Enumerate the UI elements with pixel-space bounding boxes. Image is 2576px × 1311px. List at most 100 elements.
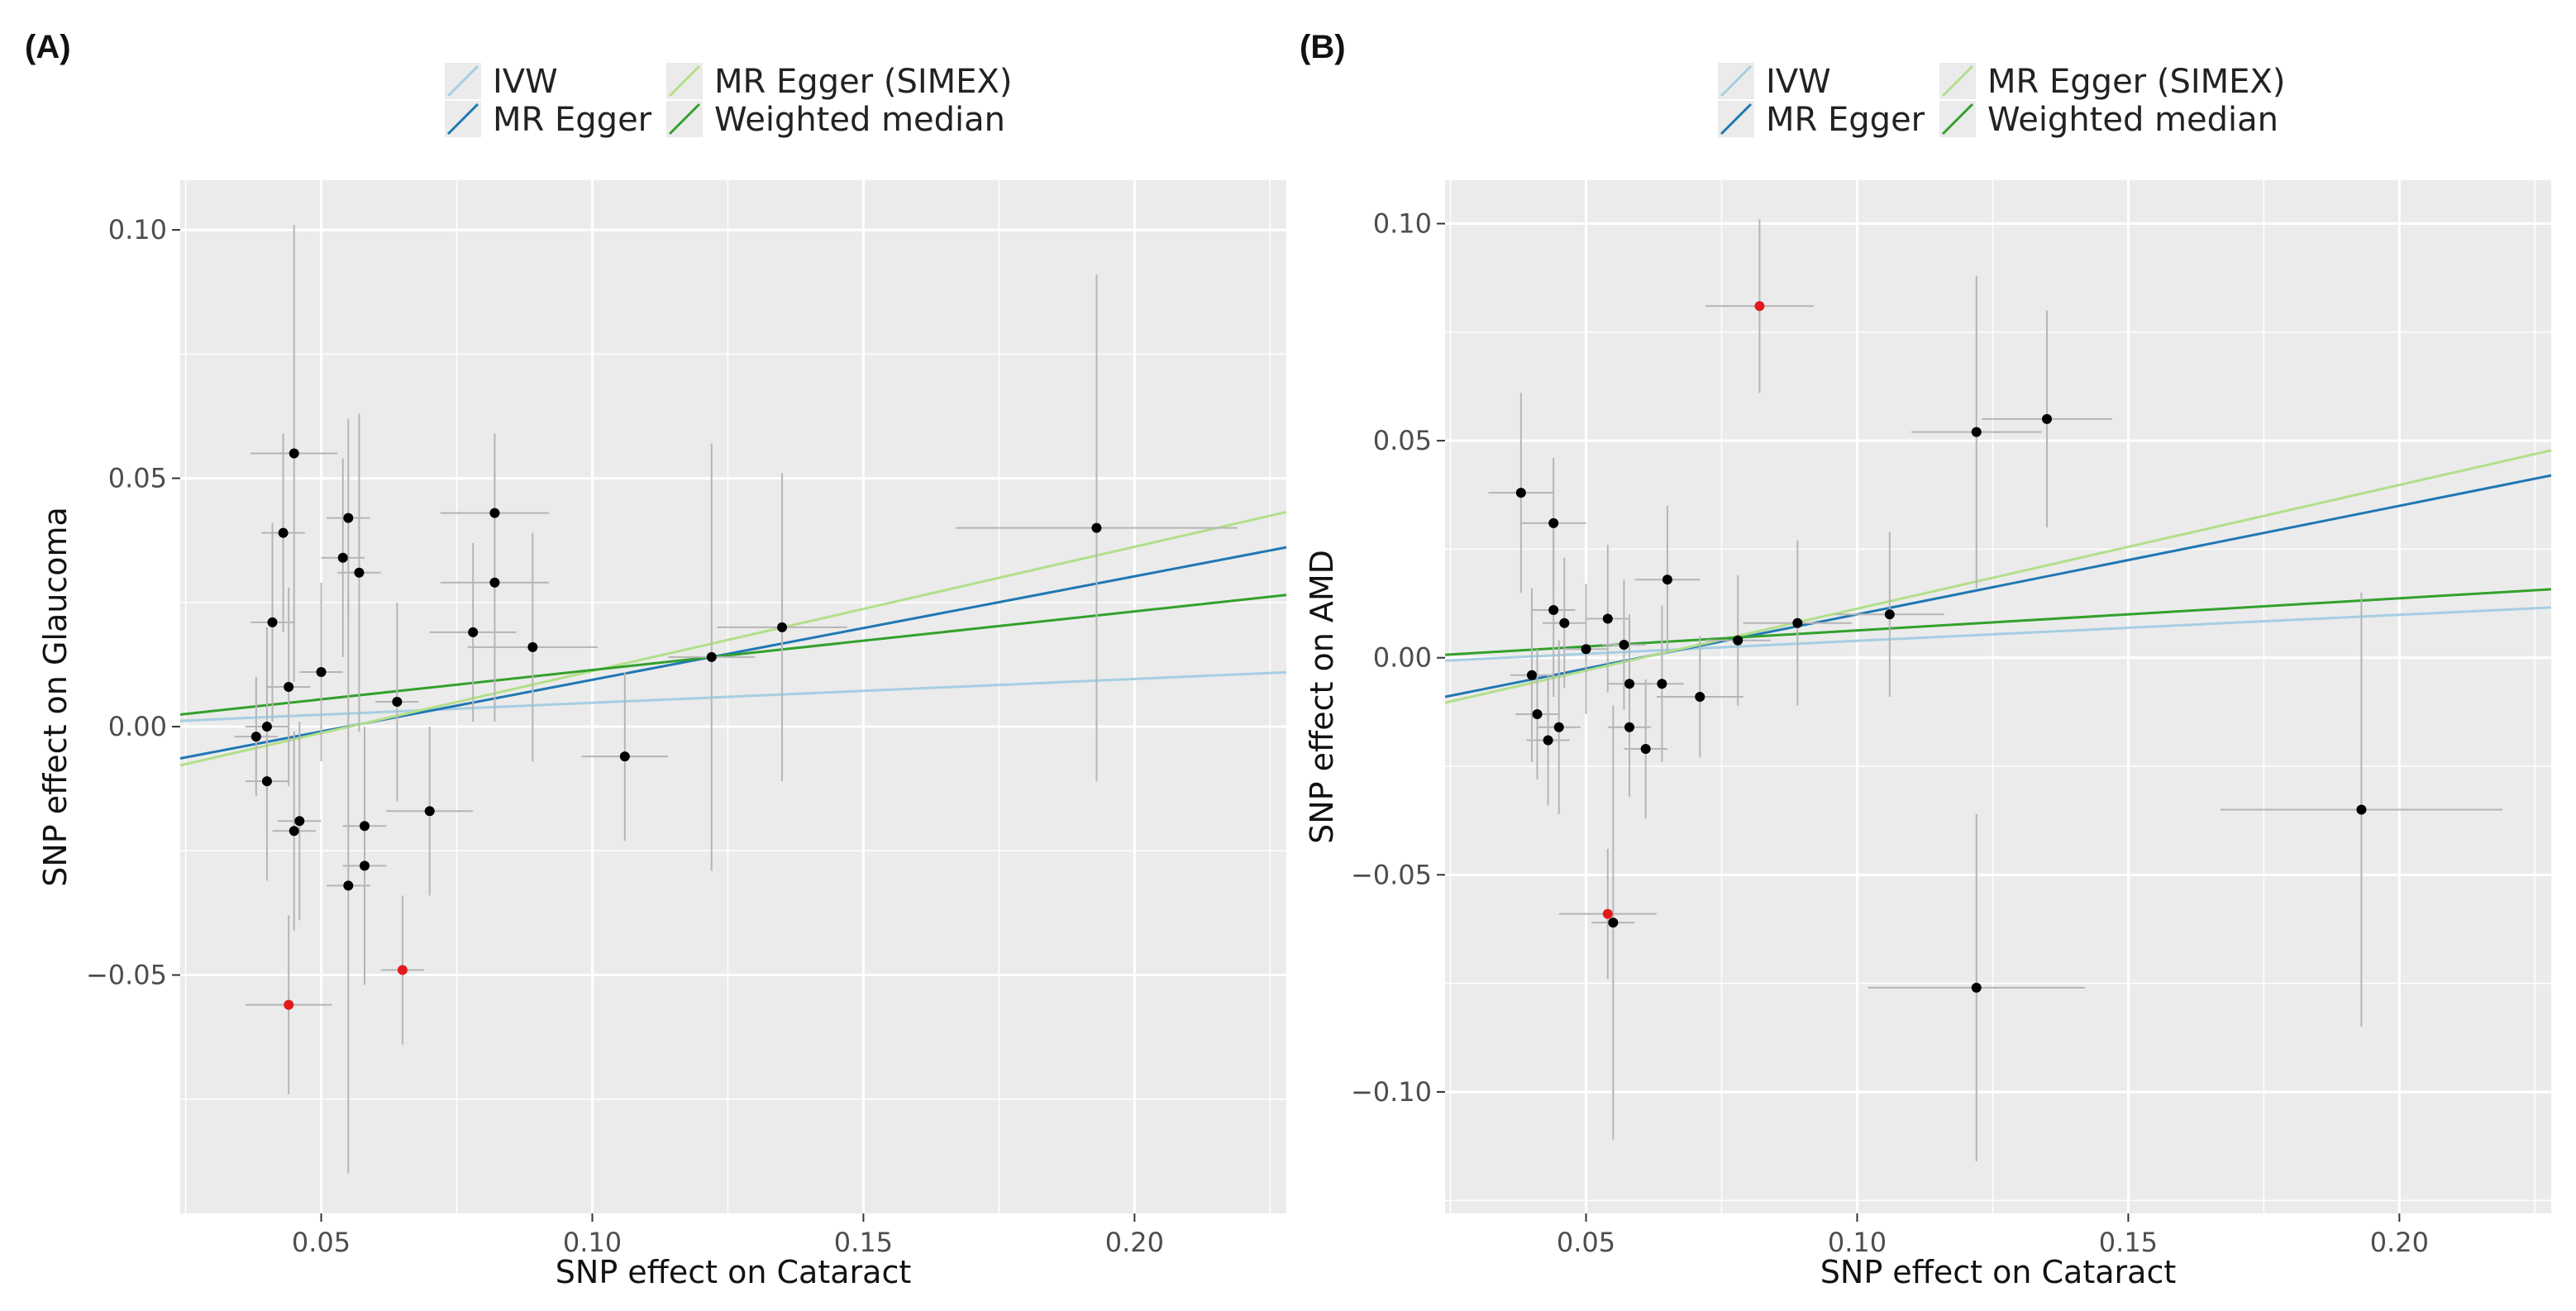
y-tick-label: 0.05: [1373, 425, 1432, 456]
data-point: [1792, 617, 1803, 628]
data-point: [343, 880, 354, 891]
data-point: [1532, 709, 1543, 720]
axes: 0.05 0.10 0.15 0.20 −0.10 −0.05 0.00 0.05 0.10: [1351, 208, 2429, 1258]
legend-label-mr-egger: MR Egger: [493, 101, 652, 139]
data-point: [343, 512, 354, 523]
data-points: [1515, 301, 2367, 993]
data-point: [261, 776, 272, 787]
legend-label-mr-egger-simex: MR Egger (SIMEX): [714, 63, 1012, 101]
panel-label: (B): [1300, 29, 1346, 65]
data-point: [1624, 679, 1634, 689]
data-point: [267, 617, 278, 627]
y-tick-label: −0.05: [1351, 859, 1432, 890]
data-point: [527, 641, 538, 652]
x-tick-label: 0.15: [2099, 1227, 2158, 1258]
data-point: [1526, 670, 1537, 680]
x-tick-label: 0.15: [834, 1227, 893, 1258]
data-point: [316, 666, 327, 677]
data-point: [1733, 635, 1744, 646]
data-point: [1543, 735, 1553, 746]
legend-key-weighted-median: [1941, 102, 1974, 136]
x-tick-label: 0.20: [1105, 1227, 1164, 1258]
data-point: [1515, 488, 1526, 498]
legend-key-mr-egger-simex: [1941, 64, 1974, 98]
data-point: [1624, 722, 1634, 732]
data-point: [1695, 692, 1705, 702]
legend: IVW MR Egger MR Egger (SIMEX) Weighted m…: [445, 63, 1012, 139]
y-tick-label: 0.05: [108, 463, 167, 494]
data-point: [1548, 517, 1559, 528]
y-tick-label: −0.05: [86, 960, 167, 991]
panel-a: (A) IVW MR Egger MR Egger (SIMEX) Weight…: [25, 29, 1287, 1290]
data-point: [1640, 744, 1651, 755]
y-tick-label: 0.00: [108, 711, 167, 742]
y-tick-label: 0.10: [108, 214, 167, 246]
legend: IVW MR Egger MR Egger (SIMEX) Weighted m…: [1718, 63, 2285, 139]
data-point: [337, 552, 348, 563]
data-point-outlier: [1602, 908, 1613, 919]
y-tick-label: −0.10: [1351, 1076, 1432, 1108]
legend-key-mr-egger: [446, 102, 479, 136]
data-point: [1553, 722, 1564, 732]
data-point: [1602, 613, 1613, 624]
data-point: [261, 722, 272, 732]
y-axis-title: SNP effect on Glaucoma: [37, 507, 74, 887]
regression-lines: [179, 510, 1287, 767]
legend-label-ivw: IVW: [1766, 63, 1831, 101]
data-point: [2042, 413, 2053, 424]
data-point: [1657, 679, 1667, 689]
data-point: [278, 527, 289, 538]
data-points: [250, 448, 1102, 1010]
x-tick-label: 0.05: [292, 1227, 351, 1258]
regression-line-mr-egger-simex: [179, 510, 1287, 767]
y-axis-title: SNP effect on AMD: [1304, 550, 1340, 844]
legend-key-mr-egger-simex: [668, 64, 701, 98]
legend-key-weighted-median: [668, 102, 701, 136]
data-point: [1559, 617, 1570, 628]
x-tick-label: 0.10: [563, 1227, 622, 1258]
x-axis-title: SNP effect on Cataract: [556, 1254, 911, 1290]
x-axis-title: SNP effect on Cataract: [1820, 1254, 2176, 1290]
data-point: [250, 732, 261, 742]
data-point: [1619, 639, 1629, 650]
data-point: [1581, 644, 1591, 655]
data-point: [1884, 609, 1895, 620]
data-point: [777, 622, 788, 632]
data-point: [1548, 604, 1559, 615]
data-point-outlier: [1754, 301, 1765, 312]
data-point: [706, 651, 717, 662]
legend-label-ivw: IVW: [493, 63, 558, 101]
legend-key-ivw: [1720, 64, 1753, 98]
data-point: [392, 697, 403, 708]
plot-area: [1445, 180, 2551, 1213]
data-point: [489, 508, 500, 518]
data-point: [1662, 574, 1672, 585]
legend-label-mr-egger: MR Egger: [1766, 101, 1925, 139]
legend-label-mr-egger-simex: MR Egger (SIMEX): [1987, 63, 2285, 101]
data-point: [1971, 982, 1982, 993]
data-point: [1091, 522, 1102, 533]
data-point-outlier: [284, 999, 294, 1010]
data-point: [354, 567, 365, 578]
x-tick-label: 0.05: [1557, 1227, 1615, 1258]
legend-key-ivw: [446, 64, 479, 98]
data-point: [289, 448, 299, 459]
legend-label-weighted-median: Weighted median: [714, 101, 1005, 139]
data-point: [289, 826, 299, 837]
regression-line-ivw: [179, 670, 1287, 722]
data-point: [294, 816, 305, 827]
data-point: [360, 821, 370, 832]
data-point: [1608, 918, 1619, 928]
x-tick-label: 0.10: [1828, 1227, 1887, 1258]
data-point: [360, 860, 370, 871]
data-point: [468, 627, 479, 637]
legend-label-weighted-median: Weighted median: [1987, 101, 2278, 139]
regression-line-weighted-median: [179, 594, 1287, 716]
data-point: [489, 577, 500, 588]
panel-label: (A): [25, 29, 71, 65]
y-tick-label: 0.10: [1373, 208, 1432, 240]
data-point: [424, 806, 435, 817]
legend-key-mr-egger: [1720, 102, 1753, 136]
data-point: [1971, 427, 1982, 437]
